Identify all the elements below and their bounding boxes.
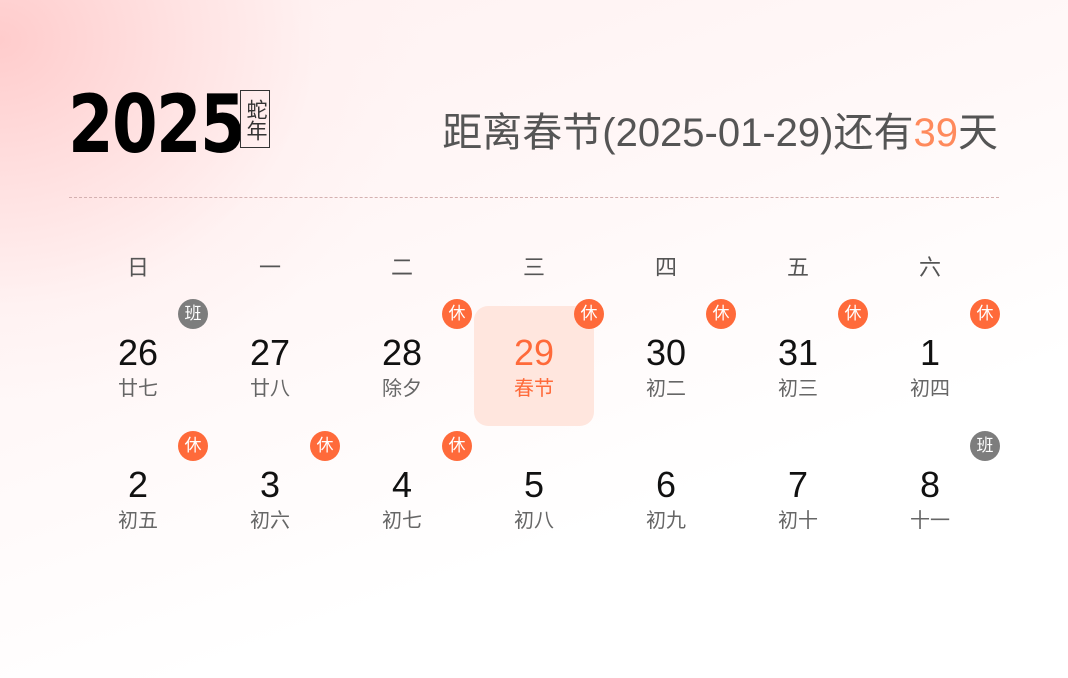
weekday-header: 三 bbox=[522, 255, 545, 280]
calendar-day[interactable]: 1 初四 休 bbox=[870, 299, 1000, 426]
calendar-day[interactable]: 4 初七 休 bbox=[342, 431, 472, 558]
day-number: 27 bbox=[249, 332, 291, 373]
lunar-date: 初八 bbox=[514, 510, 554, 532]
year-title: 2025 bbox=[68, 78, 246, 171]
lunar-date: 初四 bbox=[910, 378, 950, 400]
lunar-date: 初二 bbox=[646, 378, 686, 400]
calendar-day[interactable]: 29 春节 休 bbox=[474, 299, 604, 426]
calendar-day[interactable]: 27 廿八 bbox=[210, 306, 330, 426]
weekday-header: 二 bbox=[390, 255, 413, 280]
rest-day-badge: 休 bbox=[178, 431, 208, 461]
day-number: 29 bbox=[513, 332, 555, 373]
countdown-suffix: 天 bbox=[958, 111, 998, 155]
day-number: 30 bbox=[645, 332, 687, 373]
rest-day-badge: 休 bbox=[970, 299, 1000, 329]
day-number: 26 bbox=[117, 332, 159, 373]
day-number: 31 bbox=[777, 332, 819, 373]
countdown-prefix: 距离春节(2025-01-29)还有 bbox=[442, 111, 914, 155]
lunar-date: 初五 bbox=[118, 510, 158, 532]
day-number: 8 bbox=[919, 464, 941, 505]
calendar-day[interactable]: 6 初九 bbox=[606, 438, 726, 558]
zodiac-label: 蛇年 bbox=[240, 90, 270, 148]
calendar-day[interactable]: 3 初六 休 bbox=[210, 431, 340, 558]
calendar-day[interactable]: 8 十一 班 bbox=[870, 431, 1000, 558]
lunar-date: 初九 bbox=[646, 510, 686, 532]
rest-day-badge: 休 bbox=[706, 299, 736, 329]
lunar-date: 初三 bbox=[778, 378, 818, 400]
day-number: 7 bbox=[787, 464, 809, 505]
lunar-date: 春节 bbox=[514, 378, 554, 400]
day-number: 6 bbox=[655, 464, 677, 505]
countdown-days: 39 bbox=[913, 111, 959, 155]
calendar-day[interactable]: 7 初十 bbox=[738, 438, 858, 558]
lunar-date: 初六 bbox=[250, 510, 290, 532]
day-number: 28 bbox=[381, 332, 423, 373]
lunar-date: 廿七 bbox=[118, 378, 158, 400]
calendar-day[interactable]: 31 初三 休 bbox=[738, 299, 868, 426]
work-day-badge: 班 bbox=[178, 299, 208, 329]
work-day-badge: 班 bbox=[970, 431, 1000, 461]
weekday-header: 四 bbox=[654, 255, 677, 280]
weekday-header: 一 bbox=[258, 255, 281, 280]
spring-festival-countdown: 距离春节(2025-01-29)还有39天 bbox=[442, 100, 998, 158]
lunar-date: 初七 bbox=[382, 510, 422, 532]
rest-day-badge: 休 bbox=[838, 299, 868, 329]
rest-day-badge: 休 bbox=[442, 431, 472, 461]
calendar-day[interactable]: 26 廿七 班 bbox=[78, 299, 208, 426]
calendar-day[interactable]: 30 初二 休 bbox=[606, 299, 736, 426]
day-number: 5 bbox=[523, 464, 545, 505]
divider bbox=[69, 197, 999, 198]
rest-day-badge: 休 bbox=[574, 299, 604, 329]
day-number: 2 bbox=[127, 464, 149, 505]
rest-day-badge: 休 bbox=[442, 299, 472, 329]
day-number: 4 bbox=[391, 464, 413, 505]
lunar-date: 廿八 bbox=[250, 378, 290, 400]
calendar-day[interactable]: 28 除夕 休 bbox=[342, 299, 472, 426]
weekday-header: 五 bbox=[786, 255, 809, 280]
lunar-date: 十一 bbox=[910, 510, 950, 532]
lunar-date: 初十 bbox=[778, 510, 818, 532]
rest-day-badge: 休 bbox=[310, 431, 340, 461]
weekday-header: 日 bbox=[126, 255, 149, 280]
calendar-day[interactable]: 5 初八 bbox=[474, 438, 594, 558]
lunar-date: 除夕 bbox=[382, 378, 422, 400]
day-number: 3 bbox=[259, 464, 281, 505]
weekday-header: 六 bbox=[918, 255, 941, 280]
day-number: 1 bbox=[919, 332, 941, 373]
calendar-day[interactable]: 2 初五 休 bbox=[78, 431, 208, 558]
